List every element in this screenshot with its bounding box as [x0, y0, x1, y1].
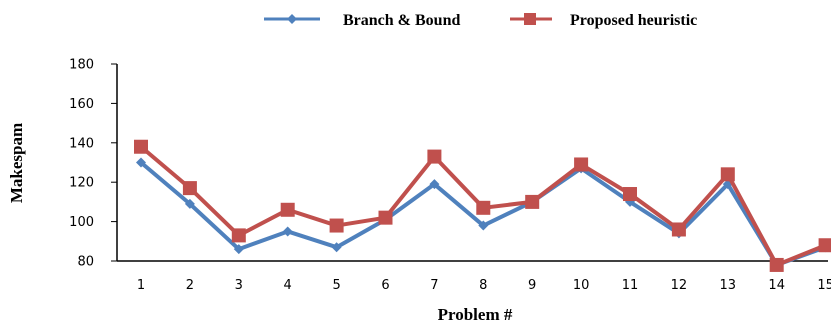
- legend-label-proposed-heuristic: Proposed heuristic: [570, 12, 697, 29]
- data-point-branch-bound: [478, 220, 489, 231]
- x-tick-label: 11: [622, 278, 639, 293]
- x-tick-label: 9: [528, 278, 536, 293]
- y-tick-label: 100: [69, 215, 94, 230]
- y-tick-label: 80: [77, 255, 94, 270]
- legend: Branch & Bound Proposed heuristic: [264, 12, 697, 29]
- data-point-proposed-heuristic: [182, 181, 197, 196]
- y-tick-label: 120: [69, 176, 94, 191]
- data-point-branch-bound: [233, 244, 244, 255]
- legend-label-branch-bound: Branch & Bound: [343, 12, 460, 29]
- y-tick-label: 160: [69, 97, 94, 112]
- x-axis-ticks: 1 2 3 4 5 6 7 8 9 10 11 12 13 14 15: [137, 278, 831, 293]
- data-point-proposed-heuristic: [525, 194, 540, 209]
- data-point-proposed-heuristic: [427, 149, 442, 164]
- x-tick-label: 4: [284, 278, 292, 293]
- x-tick-label: 8: [479, 278, 487, 293]
- x-tick-label: 15: [817, 278, 831, 293]
- x-tick-label: 5: [332, 278, 340, 293]
- data-point-proposed-heuristic: [476, 200, 491, 215]
- x-tick-label: 6: [381, 278, 389, 293]
- data-point-proposed-heuristic: [134, 139, 148, 154]
- data-point-proposed-heuristic: [720, 167, 735, 182]
- data-point-proposed-heuristic: [280, 202, 295, 217]
- y-tick-label: 140: [69, 136, 94, 151]
- x-tick-label: 7: [430, 278, 438, 293]
- x-axis-title: Problem #: [438, 305, 513, 324]
- legend-marker-branch-bound: [287, 14, 297, 24]
- y-axis-title: Makespam: [7, 123, 26, 203]
- data-point-branch-bound: [282, 226, 293, 237]
- x-tick-label: 14: [768, 278, 785, 293]
- plot-area: [134, 139, 831, 272]
- x-tick-label: 13: [720, 278, 737, 293]
- data-point-proposed-heuristic: [671, 222, 686, 237]
- data-point-proposed-heuristic: [378, 210, 393, 225]
- data-point-proposed-heuristic: [623, 187, 637, 202]
- x-tick-label: 3: [235, 278, 243, 293]
- data-point-proposed-heuristic: [818, 238, 831, 253]
- x-tick-label: 10: [573, 278, 590, 293]
- data-point-proposed-heuristic: [574, 157, 589, 172]
- legend-marker-proposed-heuristic: [524, 13, 536, 25]
- data-point-branch-bound: [331, 242, 342, 253]
- x-tick-label: 1: [137, 278, 145, 293]
- y-axis-ticks: 80 100 120 140 160 180: [69, 58, 117, 270]
- data-point-proposed-heuristic: [769, 257, 784, 272]
- data-point-proposed-heuristic: [329, 218, 344, 233]
- legend-item-proposed-heuristic: Proposed heuristic: [510, 12, 697, 29]
- x-tick-label: 2: [186, 278, 194, 293]
- y-tick-label: 180: [69, 58, 94, 73]
- data-point-branch-bound: [429, 179, 440, 190]
- data-point-branch-bound: [136, 157, 146, 168]
- data-point-proposed-heuristic: [231, 228, 246, 243]
- data-point-branch-bound: [184, 198, 195, 209]
- x-tick-label: 12: [671, 278, 688, 293]
- legend-item-branch-bound: Branch & Bound: [264, 12, 460, 29]
